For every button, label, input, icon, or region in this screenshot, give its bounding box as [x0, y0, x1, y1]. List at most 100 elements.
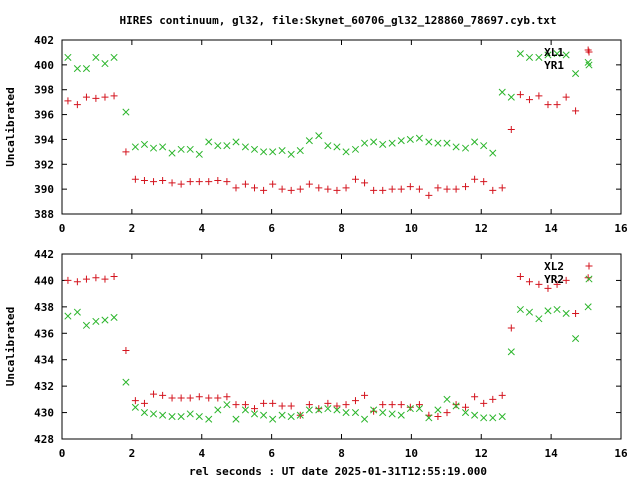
panel-1-xl1-point: [82, 93, 90, 101]
panel-2-yr2-point: [370, 406, 378, 414]
panel-1-xl1-point: [452, 185, 460, 193]
panel-1-x-tick-label: 6: [268, 222, 275, 235]
panel-1-xl1-point: [462, 183, 470, 191]
panel-1-yr1-point: [214, 142, 222, 150]
panel-1-xl1-point: [131, 175, 139, 183]
panel-2-xl2-point: [379, 401, 387, 409]
chart-title: HIRES continuum, gl32, file:Skynet_60706…: [119, 14, 556, 27]
panel-1-yr1-point: [507, 93, 515, 101]
panel-1-y-tick-label: 396: [34, 109, 54, 122]
panel-1-y-axis-label: Uncalibrated: [4, 87, 17, 166]
panel-2-yr2-point: [489, 414, 497, 422]
panel-1-yr1-point: [388, 139, 396, 147]
panel-2-yr2-point: [333, 406, 341, 414]
panel-2-yr2-point: [388, 410, 396, 418]
panel-2-xl2-point: [269, 399, 277, 407]
panel-1-xl1-point: [168, 179, 176, 187]
panel-2-yr2-point: [351, 409, 360, 417]
panel-2-yr2-point: [361, 415, 369, 423]
panel-1-xl1-point: [232, 184, 240, 192]
panel-1-yr1-point: [480, 142, 488, 150]
panel-2-x-tick-label: 4: [198, 447, 205, 460]
panel-1-yr1-point: [131, 143, 139, 151]
panel-1-xl1-point: [186, 178, 194, 186]
panel-2-xl2-point: [333, 402, 341, 410]
panel-2-yr2-point: [140, 409, 149, 417]
panel-2-y-tick-label: 440: [34, 274, 54, 287]
panel-1-yr1-point: [315, 132, 323, 140]
panel-2-yr2-point: [525, 308, 534, 316]
panel-1-yr1-point: [397, 137, 405, 145]
panel-1-xl1-point: [278, 185, 286, 193]
panel-2-xl2-point: [159, 391, 167, 399]
panel-1-xl1-point: [562, 93, 570, 101]
panel-2-x-tick-label: 12: [475, 447, 488, 460]
panel-1-yr1-point: [361, 139, 369, 147]
panel-1-yr1-point: [461, 144, 470, 152]
panel-2-x-tick-label: 2: [129, 447, 136, 460]
panel-2-xl2-point: [168, 394, 176, 402]
panel-1-yr1-point: [370, 138, 378, 146]
panel-2-xl2-point: [562, 276, 570, 284]
panel-2-xl2-point: [498, 391, 506, 399]
panel-1-yr1-point: [269, 148, 277, 156]
panel-2-yr2-point: [214, 406, 222, 414]
panel-2-yr2-point: [241, 406, 249, 414]
panel-2-y-tick-label: 430: [34, 407, 54, 420]
panel-1-yr1-point: [101, 60, 109, 68]
panel-2-xl2-point: [553, 280, 561, 288]
panel-1-xl1-point: [177, 180, 185, 188]
panel-1-xl1-point: [195, 178, 203, 186]
panel-2-xl2-point: [406, 403, 414, 411]
panel-2-yr2-point: [516, 305, 524, 314]
panel-2-xl2-point: [64, 276, 72, 284]
panel-2-yr2-point: [406, 405, 414, 413]
panel-2-xl2-point: [122, 346, 130, 354]
panel-2-xl2-point: [232, 401, 240, 409]
panel-1-yr1-point: [186, 145, 194, 153]
panel-2-x-tick-label: 16: [614, 447, 628, 460]
panel-2-yr2-point: [507, 348, 515, 356]
panel-1-yr1-point: [443, 139, 451, 147]
panel-2-yr2-point: [232, 415, 240, 423]
panel-2-xl2-point: [73, 278, 81, 286]
panel-2-xl2-point: [195, 393, 203, 401]
panel-2-xl2-point: [572, 309, 580, 317]
panel-2-yr2-point: [269, 415, 277, 423]
panel-1-yr1-point: [287, 150, 295, 158]
panel-2-xl2-point: [177, 394, 185, 402]
panel-1-xl1-point: [425, 191, 433, 199]
panel-1-yr1-point: [584, 58, 592, 66]
panel-2-xl2-point: [388, 401, 396, 409]
panel-2-xl2-point: [434, 413, 442, 421]
panel-1-xl1-point: [296, 185, 304, 193]
panel-2-xl2-point: [525, 278, 533, 286]
panel-2-x-tick-label: 8: [338, 447, 345, 460]
panel-2-yr2-point: [250, 410, 259, 418]
panel-1-yr1-point: [168, 149, 176, 157]
panel-2-xl2-point: [315, 405, 323, 413]
panel-2-xl2-point: [351, 397, 359, 405]
panel-1-x-tick-label: 2: [129, 222, 136, 235]
panel-2-yr2-point: [64, 312, 72, 320]
panel-2-xl2-point: [92, 274, 100, 282]
panel-1-xl1-point: [406, 183, 414, 191]
panel-2-xl2-point: [544, 284, 552, 292]
panel-2-yr2-point: [480, 414, 488, 422]
panel-1-yr1-point: [434, 139, 442, 147]
panel-2-xl2-point: [223, 393, 231, 401]
panel-2-x-tick-label: 6: [268, 447, 275, 460]
panel-2-yr2-point: [296, 411, 304, 419]
panel-1-yr1-point: [278, 147, 286, 155]
panel-2-yr2-point: [562, 309, 570, 318]
panel-2-xl2-point: [251, 405, 259, 413]
panel-1-xl1-point: [507, 125, 515, 133]
panel-2-yr2-point: [379, 409, 387, 417]
panel-1-yr1-point: [92, 53, 100, 61]
panel-1-xl1-point: [535, 92, 543, 100]
panel-2-yr2-point: [305, 406, 313, 414]
panel-2-xl2-point: [443, 409, 451, 417]
panel-1-xl1-point: [572, 107, 580, 115]
panel-2-yr2-point: [205, 415, 213, 423]
panel-2-yr2-point: [223, 401, 231, 409]
